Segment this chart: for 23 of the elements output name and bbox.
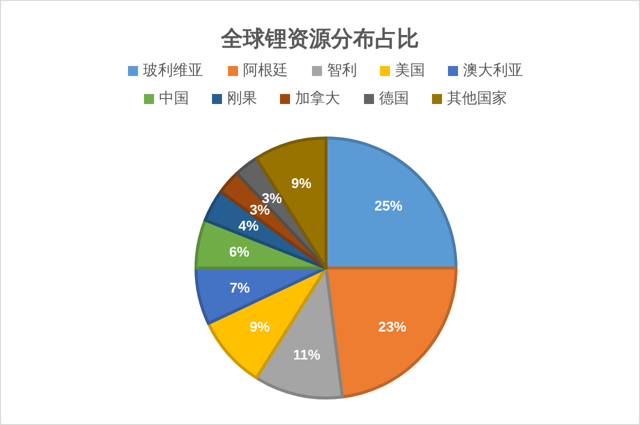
legend-label: 刚果 — [227, 90, 257, 107]
legend-label: 德国 — [379, 90, 409, 107]
legend-label: 中国 — [159, 90, 189, 107]
legend-label: 智利 — [327, 62, 357, 79]
legend-label: 其他国家 — [447, 90, 507, 107]
legend-label: 玻利维亚 — [143, 62, 203, 79]
data-label: 3% — [250, 202, 270, 218]
legend-label: 美国 — [395, 62, 425, 79]
legend-label: 澳大利亚 — [463, 62, 523, 79]
legend-label: 加拿大 — [295, 90, 340, 107]
pie-slice — [324, 136, 458, 270]
legend-label: 阿根廷 — [243, 62, 288, 79]
data-label: 11% — [293, 346, 321, 362]
chart-title: 全球锂资源分布占比 — [220, 26, 419, 51]
pie-slice — [324, 266, 458, 398]
data-label: 9% — [291, 175, 312, 192]
data-label: 4% — [238, 217, 260, 234]
data-label: 25% — [374, 197, 404, 214]
data-label: 23% — [378, 318, 407, 334]
data-label: 6% — [229, 243, 250, 260]
data-label: 9% — [250, 318, 270, 334]
data-label: 7% — [230, 279, 250, 296]
pie-slice — [206, 266, 328, 380]
